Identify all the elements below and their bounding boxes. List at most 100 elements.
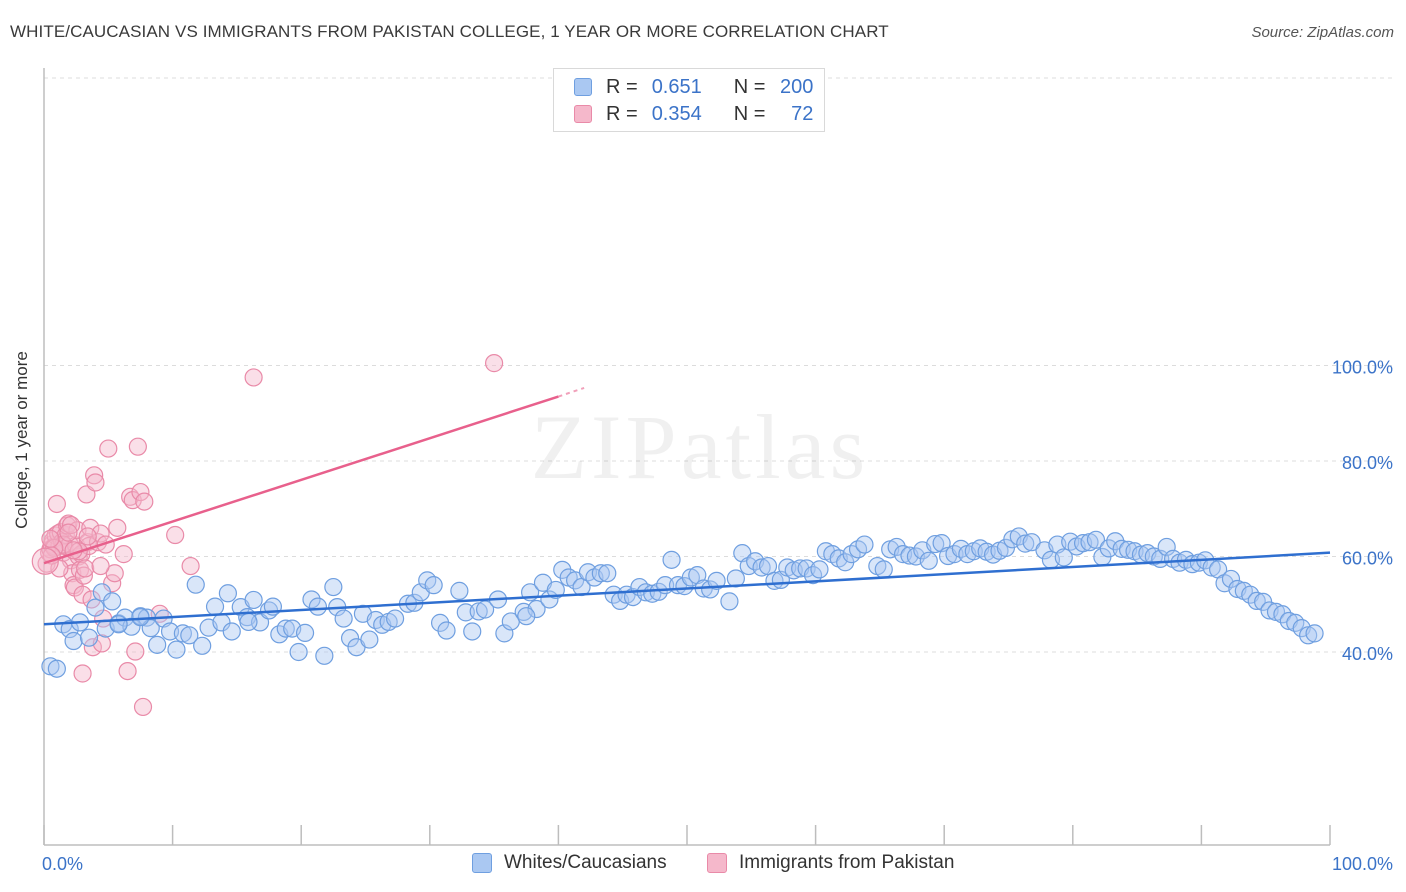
blue-point — [1106, 532, 1125, 551]
blue-point — [469, 602, 488, 621]
legend-blue-swatch — [472, 853, 492, 873]
blue-point — [553, 560, 572, 579]
blue-point — [218, 584, 237, 603]
watermark: ZIPatlas — [531, 396, 870, 498]
blue-point — [797, 559, 816, 578]
blue-point — [180, 626, 199, 645]
pink-point — [74, 566, 93, 585]
pink-point — [78, 527, 97, 546]
blue-point — [295, 623, 315, 643]
blue-point — [887, 537, 906, 557]
x-tick-label: 100.0% — [1332, 854, 1393, 874]
legend: Whites/Caucasians Immigrants from Pakist… — [0, 852, 1406, 878]
pink-trend-line — [43, 395, 559, 565]
pink-point — [135, 492, 154, 511]
blue-point — [131, 608, 150, 627]
pink-point — [105, 564, 124, 583]
stats-box: R = 0.651 N = 200 R = 0.354 N = 72 — [553, 68, 825, 132]
blue-point — [324, 577, 343, 597]
blue-point — [334, 609, 353, 628]
blue-point — [340, 629, 360, 648]
blue-point — [720, 592, 739, 611]
blue-point — [546, 580, 565, 600]
blue-point — [437, 621, 456, 640]
blue-point — [1022, 533, 1041, 552]
blue-point — [1099, 539, 1118, 558]
blue-point — [463, 622, 482, 641]
pink-point — [485, 354, 504, 373]
blue-point — [115, 608, 135, 627]
pink-point — [128, 437, 147, 456]
pink-point — [73, 664, 92, 683]
blue-point — [167, 640, 186, 659]
blue-point — [173, 624, 192, 643]
legend-item-pakistan[interactable]: Immigrants from Pakistan — [707, 852, 954, 874]
pink-point — [83, 638, 102, 657]
blue-point — [193, 636, 212, 655]
pink-point — [91, 556, 110, 576]
blue-point — [662, 550, 681, 569]
pink-point — [99, 439, 118, 458]
y-tick-label: 60.0% — [1342, 549, 1393, 569]
blue-point — [919, 551, 938, 570]
pink-point — [59, 523, 78, 542]
pink-point — [126, 642, 145, 661]
blue-point — [926, 534, 945, 554]
blue-point — [385, 609, 405, 628]
blue-trend-line — [43, 551, 1331, 626]
blue-point — [302, 590, 321, 609]
pink-point — [41, 529, 60, 548]
blue-point — [1016, 534, 1035, 553]
pink-point — [244, 368, 263, 387]
blue-point — [1221, 569, 1241, 589]
blue-r-label: R = — [606, 75, 638, 98]
blue-point — [315, 646, 334, 665]
legend-item-whites[interactable]: Whites/Caucasians — [472, 852, 667, 874]
pink-r-value: 0.354 — [651, 102, 702, 125]
blue-r-value: 0.651 — [651, 75, 702, 98]
pink-n-value: 72 — [791, 102, 814, 125]
blue-point — [1305, 624, 1324, 643]
blue-point — [1247, 591, 1266, 611]
blue-point — [566, 571, 585, 590]
blue-point — [591, 564, 610, 583]
pink-point — [114, 545, 133, 564]
legend-pink-swatch — [707, 853, 727, 873]
legend-label-whites: Whites/Caucasians — [504, 852, 667, 873]
blue-n-label: N = — [733, 75, 766, 98]
x-tick-label: 0.0% — [42, 854, 83, 874]
blue-point — [244, 590, 263, 610]
source-label: Source: ZipAtlas.com — [1251, 24, 1394, 41]
stats-row-blue: R = 0.651 N = 200 — [574, 75, 813, 99]
pink-point — [73, 585, 92, 604]
pink-point — [86, 473, 105, 492]
pink-points — [31, 354, 504, 717]
pink-point — [76, 559, 95, 578]
blue-point — [1299, 626, 1318, 645]
blue-point — [103, 592, 122, 611]
blue-point — [707, 571, 726, 590]
blue-point — [810, 560, 829, 579]
y-tick-label: 100.0% — [1332, 358, 1393, 378]
pink-r-label: R = — [606, 102, 638, 125]
blue-point — [855, 535, 874, 554]
tick-labels: 40.0% 60.0% 80.0% 100.0% 0.0% 100.0% — [42, 358, 1393, 875]
blue-point — [60, 619, 79, 639]
blue-point — [649, 582, 668, 601]
blue-point — [205, 597, 225, 616]
chart-title: WHITE/CAUCASIAN VS IMMIGRANTS FROM PAKIS… — [10, 22, 889, 41]
blue-point — [752, 558, 771, 577]
blue-point — [289, 642, 308, 662]
blue-point — [456, 603, 475, 622]
blue-point — [186, 575, 205, 594]
stats-row-pink: R = 0.354 N = 72 — [574, 102, 813, 126]
blue-point — [239, 612, 258, 632]
pink-point — [31, 547, 59, 575]
y-tick-label: 80.0% — [1342, 453, 1393, 473]
pink-n-label: N = — [733, 102, 766, 125]
blue-point — [1054, 548, 1073, 567]
pink-point — [133, 697, 153, 717]
blue-point — [276, 619, 295, 638]
pink-point — [118, 661, 137, 681]
